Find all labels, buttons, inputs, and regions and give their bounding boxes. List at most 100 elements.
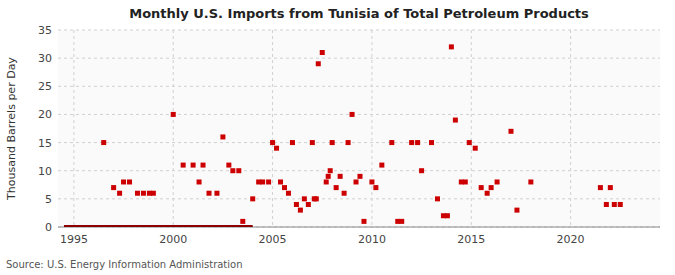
chart: Monthly U.S. Imports from Tunisia of Tot… — [0, 0, 675, 275]
point — [338, 174, 343, 179]
point — [274, 146, 279, 151]
y-tick-label: 5 — [45, 193, 52, 206]
point — [240, 219, 245, 224]
point — [294, 202, 299, 207]
point — [181, 163, 186, 168]
point — [429, 140, 434, 145]
point — [508, 129, 513, 134]
point — [201, 163, 206, 168]
point — [290, 140, 295, 145]
point — [310, 140, 315, 145]
point — [419, 168, 424, 173]
point — [479, 185, 484, 190]
point — [220, 134, 225, 139]
point — [334, 185, 339, 190]
point — [191, 163, 196, 168]
point — [214, 191, 219, 196]
point — [282, 185, 287, 190]
x-tick-label: 2015 — [457, 233, 485, 246]
point — [314, 196, 319, 201]
source-note: Source: U.S. Energy Information Administ… — [6, 259, 243, 270]
x-tick-label: 2000 — [159, 233, 187, 246]
point — [260, 179, 265, 184]
x-grid-line — [471, 30, 472, 227]
y-tick-label: 0 — [45, 221, 52, 234]
point — [528, 179, 533, 184]
point — [473, 146, 478, 151]
y-tick-label: 15 — [38, 137, 52, 150]
y-grid-line — [58, 58, 660, 59]
point — [604, 202, 609, 207]
point — [316, 61, 321, 66]
point — [350, 112, 355, 117]
x-tick-label: 1995 — [60, 233, 88, 246]
point — [354, 179, 359, 184]
point — [346, 140, 351, 145]
point — [489, 185, 494, 190]
x-grid-line — [173, 30, 174, 227]
point — [389, 140, 394, 145]
point — [449, 44, 454, 49]
point — [306, 202, 311, 207]
point — [270, 140, 275, 145]
point — [357, 174, 362, 179]
point — [467, 140, 472, 145]
point — [121, 179, 126, 184]
point — [151, 191, 156, 196]
point — [320, 50, 325, 55]
point — [135, 191, 140, 196]
x-grid-line — [272, 30, 273, 227]
point — [373, 185, 378, 190]
point — [445, 213, 450, 218]
y-axis-label: Thousand Barrels per Day — [5, 57, 18, 201]
y-grid-line — [58, 114, 660, 115]
point — [101, 140, 106, 145]
point — [399, 219, 404, 224]
point — [328, 168, 333, 173]
y-grid-line — [58, 142, 660, 143]
point — [612, 202, 617, 207]
y-tick-label: 25 — [38, 80, 52, 93]
point — [361, 219, 366, 224]
point — [330, 140, 335, 145]
point — [618, 202, 623, 207]
point — [598, 185, 603, 190]
y-tick-label: 10 — [38, 165, 52, 178]
point — [127, 179, 132, 184]
x-axis-line — [58, 227, 660, 228]
y-grid-line — [58, 30, 660, 31]
point — [236, 168, 241, 173]
point — [266, 179, 271, 184]
x-grid-line — [570, 30, 571, 227]
point — [435, 196, 440, 201]
point — [298, 208, 303, 213]
point — [117, 191, 122, 196]
x-tick-label: 2020 — [557, 233, 585, 246]
point — [379, 163, 384, 168]
plot-background — [58, 30, 660, 227]
point — [463, 179, 468, 184]
x-grid-line — [371, 30, 372, 227]
point — [495, 179, 500, 184]
y-tick-label: 35 — [38, 24, 52, 37]
point — [514, 208, 519, 213]
point — [324, 179, 329, 184]
point — [608, 185, 613, 190]
point — [369, 179, 374, 184]
point — [226, 163, 231, 168]
point — [302, 196, 307, 201]
point — [278, 179, 283, 184]
point — [409, 140, 414, 145]
x-tick-label: 2010 — [358, 233, 386, 246]
point — [286, 191, 291, 196]
y-tick-label: 30 — [38, 52, 52, 65]
point — [206, 191, 211, 196]
point — [453, 118, 458, 123]
x-tick-label: 2005 — [259, 233, 287, 246]
point — [141, 191, 146, 196]
point — [197, 179, 202, 184]
point — [485, 191, 490, 196]
y-grid-line — [58, 198, 660, 199]
point — [250, 196, 255, 201]
point — [326, 174, 331, 179]
